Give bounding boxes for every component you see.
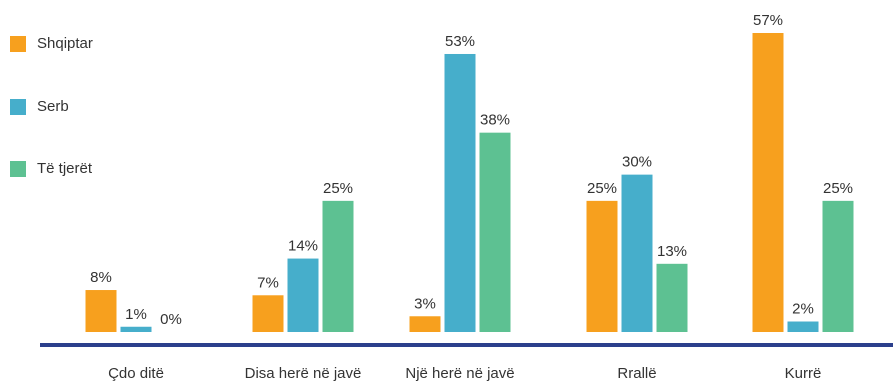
bar-serb-1 [287,258,319,332]
category-label-4: Kurrë [785,365,822,381]
data-label-t-tjer-t-3: 13% [657,243,687,260]
bar-t-tjer-t-1 [322,200,354,332]
data-label-serb-2: 53% [445,33,475,50]
bar-t-tjer-t-3 [656,263,688,332]
legend-swatch-shqiptar [10,36,26,52]
data-label-shqiptar-1: 7% [257,274,279,291]
category-label-1: Disa herë në javë [245,365,362,381]
bar-shqiptar-0 [85,290,117,332]
bar-shqiptar-3 [586,200,618,332]
data-label-serb-4: 2% [792,301,814,318]
data-label-serb-0: 1% [125,306,147,323]
data-label-shqiptar-0: 8% [90,269,112,286]
legend-label-shqiptar: Shqiptar [37,35,93,52]
legend-label-serb: Serb [37,98,69,115]
legend-swatch-serb [10,99,26,115]
data-label-shqiptar-4: 57% [753,12,783,29]
data-label-t-tjer-t-0: 0% [160,311,182,328]
data-label-t-tjer-t-4: 25% [823,180,853,197]
bar-shqiptar-4 [752,33,784,332]
bar-serb-0 [120,326,152,332]
bar-serb-3 [621,174,653,332]
data-label-t-tjer-t-2: 38% [480,112,510,129]
bar-shqiptar-1 [252,295,284,332]
data-label-shqiptar-3: 25% [587,180,617,197]
legend-swatch-te-tjeret [10,161,26,177]
category-label-2: Një herë në javë [405,365,514,381]
bar-t-tjer-t-4 [822,200,854,332]
category-label-3: Rrallë [617,365,656,381]
bar-shqiptar-2 [409,316,441,332]
bar-serb-4 [787,321,819,332]
category-label-0: Çdo ditë [108,365,164,381]
legend-label-te-tjeret: Të tjerët [37,160,93,177]
data-label-serb-1: 14% [288,238,318,255]
data-label-serb-3: 30% [622,154,652,171]
bar-serb-2 [444,53,476,333]
data-label-shqiptar-2: 3% [414,295,436,312]
bar-t-tjer-t-2 [479,132,511,332]
data-label-t-tjer-t-1: 25% [323,180,353,197]
